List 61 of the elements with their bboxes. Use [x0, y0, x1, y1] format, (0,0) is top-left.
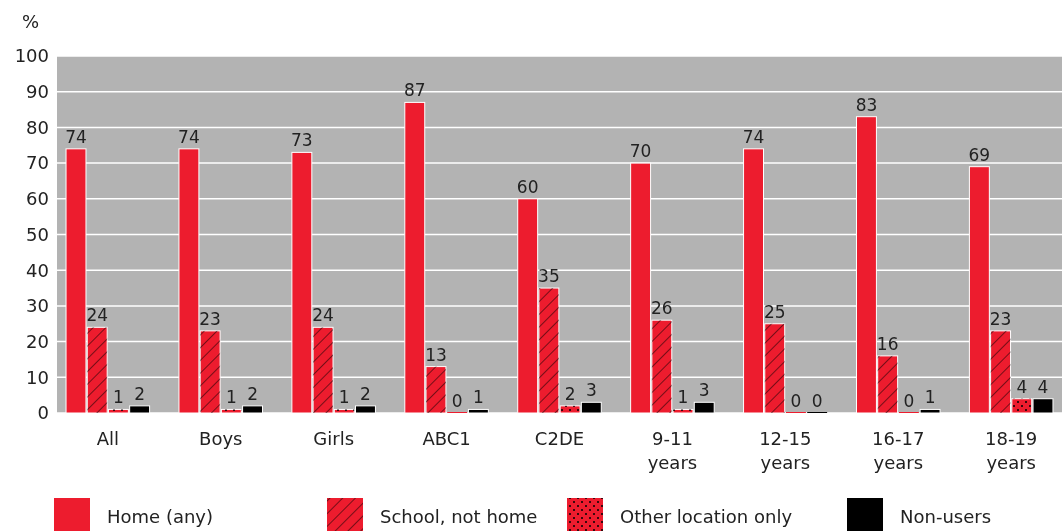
data-label: 74: [178, 126, 200, 147]
y-tick-label: 30: [26, 295, 49, 317]
y-tick-label: 60: [26, 188, 49, 210]
y-tick-label: 20: [26, 330, 49, 352]
x-tick-label: 9-11 years: [647, 428, 698, 473]
data-label: 83: [855, 94, 878, 115]
legend-label: Other location only: [620, 506, 793, 527]
data-label: 13: [425, 344, 447, 365]
data-label: 73: [291, 130, 313, 151]
y-tick-label: 90: [26, 81, 49, 102]
data-label: 23: [199, 308, 221, 329]
y-tick-label: 100: [14, 45, 49, 67]
data-label: 1: [225, 387, 237, 408]
x-tick-label: ABC1: [422, 428, 471, 449]
data-label: 1: [677, 387, 689, 408]
x-tick-label: C2DE: [534, 428, 585, 449]
legend-label: School, not home: [380, 506, 538, 527]
data-label: 25: [763, 301, 786, 322]
data-label: 35: [538, 266, 560, 287]
data-label: 16: [876, 333, 899, 354]
data-label: 1: [113, 387, 124, 408]
data-label: 2: [247, 383, 258, 404]
x-tick-label: 18-19 years: [985, 428, 1038, 473]
data-label: 0: [451, 391, 463, 411]
data-label: 2: [564, 383, 576, 404]
x-tick-label: 16-17 years: [872, 428, 925, 473]
y-tick-label: 50: [26, 223, 49, 245]
legend-label: Home (any): [107, 506, 214, 527]
x-tick-label: 12-15 years: [759, 428, 812, 473]
data-label: 69: [968, 144, 991, 165]
data-label: 3: [698, 380, 710, 401]
x-tick-label: Boys: [199, 428, 243, 449]
data-label: 3: [585, 380, 597, 401]
data-label: 0: [790, 391, 802, 411]
data-label: 1: [924, 387, 936, 408]
x-tick-label: All: [96, 428, 119, 449]
data-label: 4: [1037, 376, 1049, 397]
y-tick-label: 0: [37, 402, 49, 424]
data-label: 74: [65, 126, 87, 147]
data-label: 23: [989, 308, 1012, 329]
data-label: 0: [811, 391, 823, 411]
legend-label: Non-users: [900, 506, 992, 527]
data-label: 4: [1016, 376, 1028, 397]
data-label: 2: [360, 383, 371, 404]
data-label: 24: [86, 305, 109, 326]
data-label: 24: [312, 305, 334, 326]
data-label: 74: [742, 126, 765, 147]
y-tick-label: 10: [26, 366, 49, 388]
data-label: 1: [338, 387, 350, 408]
data-label: 1: [472, 387, 484, 408]
data-label: 60: [516, 176, 539, 197]
y-tick-label: 40: [26, 259, 49, 281]
y-tick-label: 70: [26, 152, 49, 174]
data-label: 2: [134, 383, 146, 404]
y-tick-label: 80: [26, 116, 49, 138]
y-axis-title: %: [22, 11, 40, 32]
data-label: 87: [403, 80, 426, 101]
data-label: 0: [903, 391, 915, 411]
data-label: 26: [651, 298, 673, 319]
data-label: 70: [629, 141, 652, 162]
x-tick-label: Girls: [313, 428, 355, 449]
